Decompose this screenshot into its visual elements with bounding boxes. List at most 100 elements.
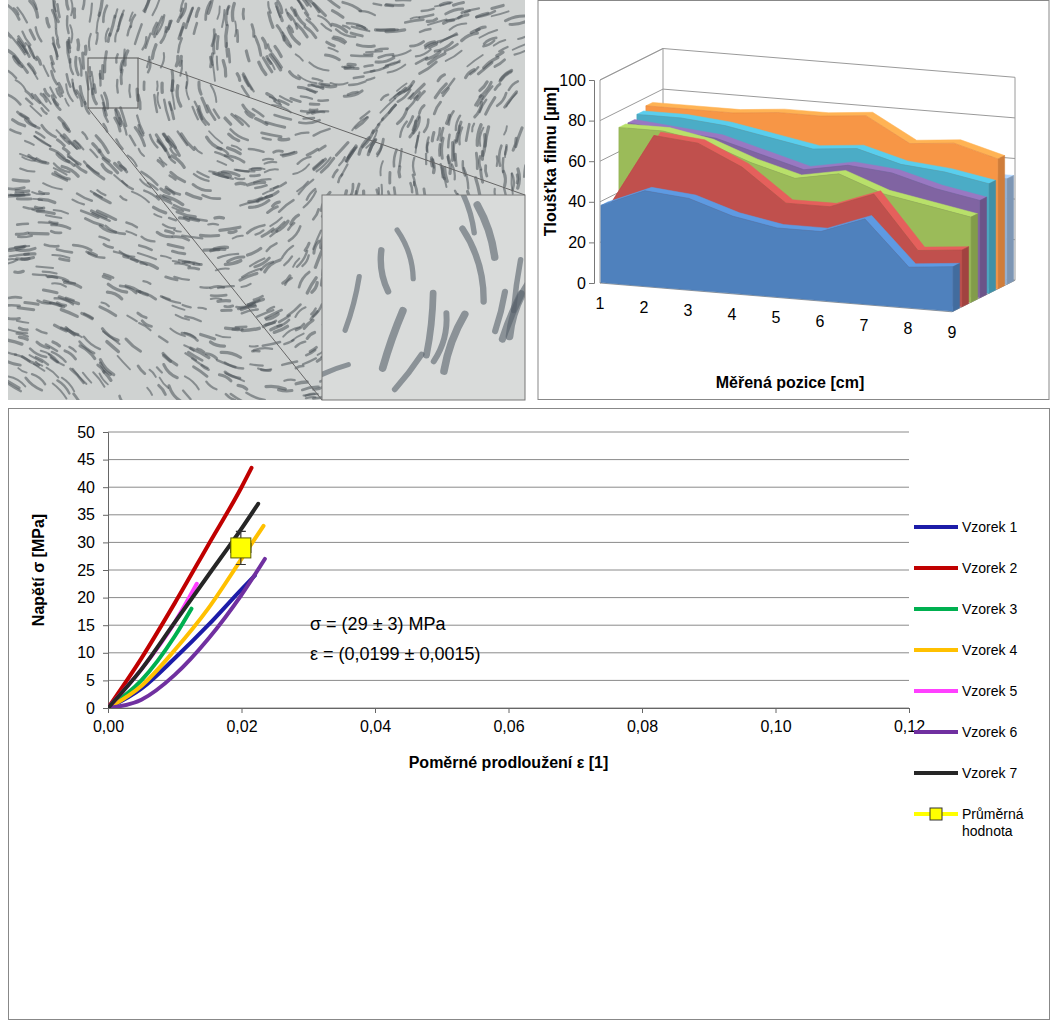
photo-texture [303, 358, 316, 364]
photo-texture [139, 149, 144, 156]
photo-texture [43, 272, 57, 274]
photo-texture [314, 160, 323, 168]
zoom-line [138, 58, 525, 195]
photo-texture [462, 229, 483, 302]
photo-texture [174, 230, 181, 232]
tick-label: 0 [577, 275, 586, 292]
photo-texture [267, 243, 277, 251]
tick-label: 9 [948, 324, 957, 341]
photo-texture [180, 218, 189, 220]
photo-texture [256, 230, 264, 234]
photo-texture [70, 59, 73, 74]
legend-label-line: hodnota [962, 823, 1013, 839]
photo-texture [128, 155, 137, 166]
legend-item: Vzorek 2 [914, 560, 1017, 576]
photo-texture [126, 231, 136, 235]
photo-texture [301, 96, 312, 98]
photo-texture [328, 0, 339, 7]
photo-texture [44, 301, 64, 307]
photo-texture [99, 373, 107, 384]
photo-texture [199, 106, 209, 124]
photo-texture [64, 282, 80, 287]
photo-texture [393, 50, 411, 56]
photo-texture [467, 55, 482, 66]
photo-texture [202, 98, 208, 112]
photo-texture [66, 160, 73, 165]
photo-texture [216, 57, 219, 70]
photo-texture [258, 368, 271, 370]
photo-texture [143, 37, 147, 49]
photo-texture [115, 29, 118, 42]
photo-texture [53, 383, 67, 398]
photo-texture [334, 37, 346, 42]
photo-texture [30, 30, 35, 39]
photo-texture [161, 53, 164, 67]
photo-texture [99, 0, 102, 15]
photo-texture [67, 74, 71, 86]
photo-texture [477, 27, 486, 30]
photo-texture [438, 128, 440, 140]
tick: 40 [77, 479, 108, 496]
photo-texture [242, 9, 245, 19]
photo-texture [302, 387, 318, 390]
photo-texture [152, 45, 156, 58]
photo-texture [282, 361, 297, 364]
legend-label: Vzorek 6 [962, 724, 1017, 740]
tick-mark [103, 598, 108, 599]
photo-texture [333, 170, 337, 177]
photo-texture [459, 128, 462, 145]
photo-texture [8, 71, 16, 78]
inset-background [322, 195, 525, 400]
photo-texture [57, 380, 69, 393]
photo-texture [456, 134, 457, 142]
photo-texture [100, 307, 116, 316]
photo-texture [327, 42, 335, 46]
photo-texture [103, 6, 107, 22]
photo-texture [99, 237, 109, 241]
photo-texture [346, 146, 356, 161]
legend-label: Vzorek 5 [962, 683, 1017, 699]
photo-texture [495, 60, 505, 67]
photo-texture [303, 0, 307, 5]
photo-texture [68, 41, 69, 52]
photo-texture [373, 4, 381, 6]
photo-texture [249, 200, 268, 207]
legend-swatch [914, 525, 958, 529]
tick-mark [103, 432, 108, 433]
tick-mark [103, 570, 108, 571]
tick-label: 5 [86, 672, 95, 689]
photo-texture [149, 370, 155, 377]
photo-texture [435, 84, 446, 98]
photo-texture [138, 95, 140, 109]
photo-texture [50, 149, 64, 158]
photo-texture [8, 93, 20, 104]
tick: 0,00 [93, 708, 124, 735]
photo-texture [263, 159, 273, 160]
photo-texture [446, 51, 462, 61]
photo-texture [118, 356, 130, 369]
legend-swatch [914, 689, 958, 693]
photo-texture [438, 33, 457, 41]
photo-texture [166, 231, 174, 233]
photo-texture [96, 33, 97, 44]
photo-texture [284, 340, 293, 344]
photo-texture [250, 168, 265, 170]
photo-texture [170, 329, 185, 337]
photo-texture [84, 46, 88, 54]
photo-texture [160, 83, 164, 92]
panel-frame [9, 409, 1050, 1020]
photo-texture [232, 4, 234, 21]
photo-texture [164, 365, 177, 378]
area-side [953, 263, 960, 311]
photo-texture [169, 218, 176, 220]
tick-label: 7 [860, 317, 869, 334]
photo-texture [226, 6, 229, 24]
tick-label: 1 [596, 295, 605, 312]
photo-texture [510, 19, 525, 24]
photo-texture [465, 8, 479, 12]
photo-texture [450, 23, 467, 29]
photo-texture [120, 286, 136, 293]
tick-mark [642, 708, 643, 713]
tick-label: 4 [728, 306, 737, 323]
photo-texture [268, 45, 271, 52]
